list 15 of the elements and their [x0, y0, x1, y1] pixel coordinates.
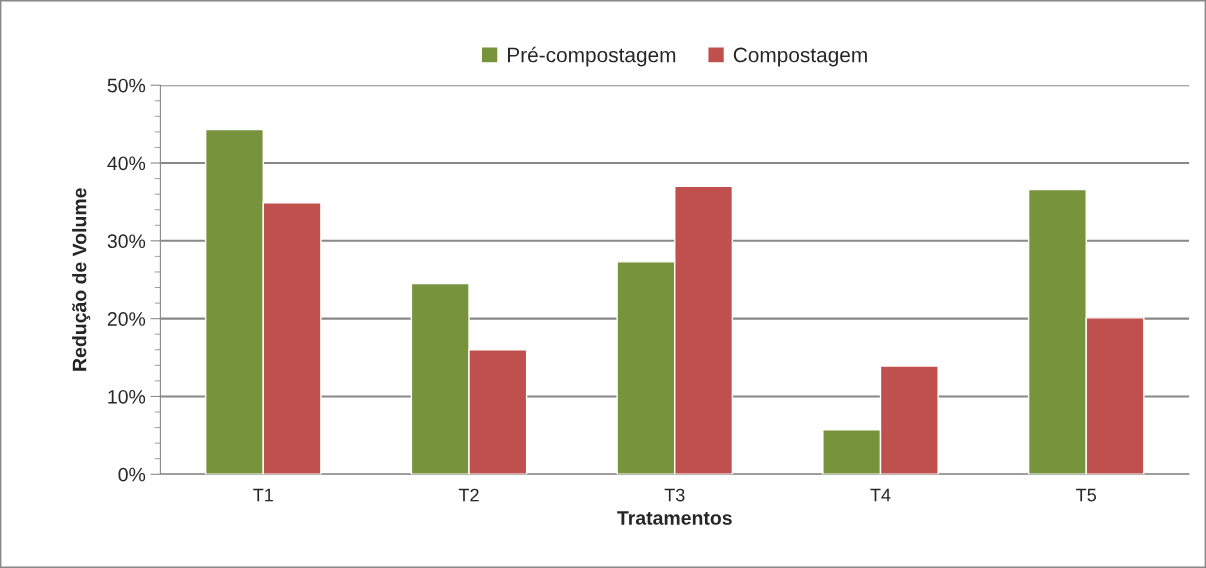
legend-label: Compostagem [733, 47, 867, 67]
y-tick-label: 10% [108, 389, 146, 404]
x-axis-title: Tratamentos [617, 511, 732, 525]
legend-label: Pré-compostagem [508, 46, 676, 67]
y-tick-label: 40% [107, 156, 146, 171]
x-tick-label: T2 [458, 488, 479, 502]
y-tick-label: 20% [107, 312, 146, 326]
x-tick-label: T5 [1076, 488, 1097, 502]
y-tick-label: 50% [107, 78, 146, 93]
x-tick-label: T4 [870, 488, 891, 502]
x-tick-label: T3 [664, 488, 685, 502]
y-axis-title: Redução de Volume [72, 188, 91, 371]
y-tick-label: 0% [118, 467, 146, 482]
y-tick-label: 30% [107, 234, 146, 249]
x-tick-label: T1 [253, 488, 273, 502]
